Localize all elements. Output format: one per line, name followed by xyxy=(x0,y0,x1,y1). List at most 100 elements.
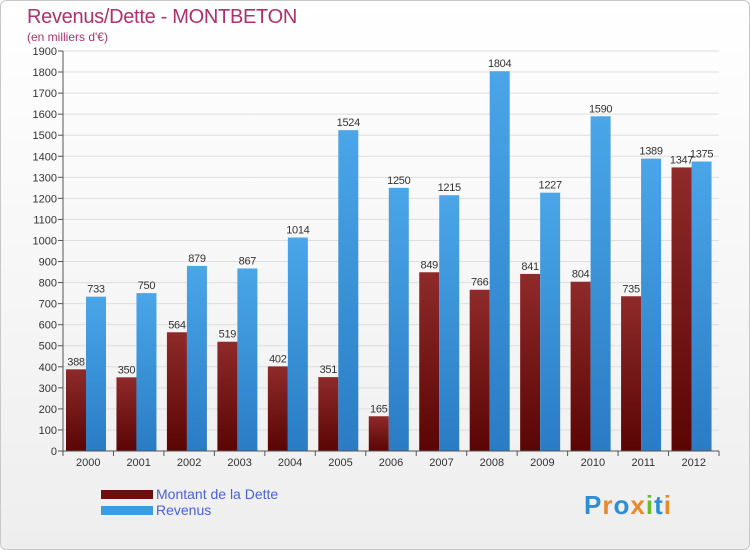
y-tick-label: 900 xyxy=(39,257,57,269)
logo-letter: o xyxy=(613,490,631,520)
logo-letter: t xyxy=(654,490,664,520)
data-label: 867 xyxy=(239,255,257,267)
data-label: 388 xyxy=(67,356,85,368)
bars xyxy=(66,71,712,452)
data-label: 519 xyxy=(219,329,237,341)
bar-revenus xyxy=(590,116,611,452)
y-tick-label: 1800 xyxy=(33,67,57,79)
bar-dette xyxy=(671,167,692,451)
bar-dette xyxy=(66,369,86,451)
y-tick-label: 200 xyxy=(39,404,57,416)
y-tick-label: 100 xyxy=(39,425,57,437)
bar-dette xyxy=(217,341,238,451)
y-tick-label: 300 xyxy=(39,383,57,395)
data-label: 1347 xyxy=(670,154,693,166)
x-tick-label: 2009 xyxy=(530,457,554,469)
x-tick-label: 2004 xyxy=(278,457,302,469)
bar-revenus xyxy=(489,71,510,452)
bar-revenus xyxy=(439,195,460,451)
bar-revenus xyxy=(540,192,561,451)
y-tick-label: 600 xyxy=(39,320,57,332)
x-tick-label: 2006 xyxy=(379,457,403,469)
data-label: 879 xyxy=(188,253,206,265)
logo-letter: i xyxy=(663,490,672,520)
bar-revenus xyxy=(388,187,409,451)
bar-dette xyxy=(621,296,642,451)
bar-revenus xyxy=(338,130,359,451)
data-labels: 388 733 350 750 564 879 519 867 402 1014 351 1524 16… xyxy=(67,58,713,415)
data-label: 733 xyxy=(87,284,105,296)
data-label: 351 xyxy=(320,364,338,376)
data-label: 564 xyxy=(168,319,186,331)
data-label: 804 xyxy=(572,269,590,281)
data-label: 735 xyxy=(622,283,640,295)
y-tick-label: 1600 xyxy=(33,109,57,121)
legend-swatch-revenus xyxy=(101,506,153,515)
bar-revenus xyxy=(86,296,106,451)
bar-revenus xyxy=(237,268,258,451)
legend-label-dette: Montant de la Dette xyxy=(156,486,279,502)
data-label: 1014 xyxy=(286,225,309,237)
data-label: 1215 xyxy=(438,182,461,194)
bar-revenus xyxy=(691,161,712,452)
x-tick-label: 2001 xyxy=(126,457,150,469)
data-label: 350 xyxy=(118,364,136,376)
data-label: 1804 xyxy=(488,58,511,70)
y-tick-label: 500 xyxy=(39,341,57,353)
bar-dette xyxy=(166,332,187,451)
x-tick-label: 2002 xyxy=(177,457,201,469)
y-tick-label: 1400 xyxy=(33,151,57,163)
bar-revenus xyxy=(136,293,157,451)
bar-dette xyxy=(570,281,591,451)
proxiti-logo: Proxiti xyxy=(584,490,672,521)
x-tick-label: 2003 xyxy=(227,457,251,469)
y-tick-label: 1900 xyxy=(33,46,57,58)
x-axis: 2000 2001 2002 2003 2004 2005 2006 2007 2008 2009… xyxy=(62,450,720,469)
data-label: 1250 xyxy=(387,175,410,187)
bar-revenus xyxy=(186,265,207,451)
y-tick-label: 0 xyxy=(51,446,57,458)
logo-letter: P xyxy=(584,490,603,520)
y-tick-label: 1500 xyxy=(33,130,57,142)
bar-dette xyxy=(318,377,339,451)
x-tick-label: 2007 xyxy=(429,457,453,469)
y-tick-label: 700 xyxy=(39,299,57,311)
y-tick-label: 1000 xyxy=(33,235,57,247)
chart-subtitle: (en milliers d'€) xyxy=(27,30,108,44)
chart-title: Revenus/Dette - MONTBETON xyxy=(27,6,297,28)
x-tick-label: 2005 xyxy=(328,457,352,469)
y-tick-label: 800 xyxy=(39,278,57,290)
data-label: 165 xyxy=(370,403,388,415)
y-tick-label: 400 xyxy=(39,362,57,374)
data-label: 402 xyxy=(269,353,287,365)
data-label: 841 xyxy=(521,261,539,273)
x-tick-label: 2012 xyxy=(682,457,706,469)
bar-dette xyxy=(267,366,288,451)
data-label: 750 xyxy=(138,280,156,292)
bar-dette xyxy=(469,289,490,451)
logo-letter: x xyxy=(630,490,646,520)
data-label: 1389 xyxy=(639,146,662,158)
data-label: 766 xyxy=(471,277,489,289)
x-tick-label: 2008 xyxy=(480,457,504,469)
bar-revenus xyxy=(287,237,308,451)
logo-letter: r xyxy=(602,490,614,520)
y-tick-label: 1700 xyxy=(33,88,57,100)
x-tick-label: 2011 xyxy=(631,457,655,469)
bar-dette xyxy=(520,273,541,451)
legend-label-revenus: Revenus xyxy=(156,502,212,518)
data-label: 1590 xyxy=(589,103,612,115)
logo-letter: i xyxy=(645,490,655,520)
y-tick-label: 1200 xyxy=(33,193,57,205)
bar-dette xyxy=(116,377,137,451)
bar-dette xyxy=(419,272,440,451)
x-tick-label: 2000 xyxy=(76,457,100,469)
y-axis: 0 100 200 300 400 500 600 700 800 900 1000 1100 1200… xyxy=(33,46,64,458)
bar-dette xyxy=(368,416,389,451)
y-tick-label: 1300 xyxy=(33,172,57,184)
bar-revenus xyxy=(641,158,662,451)
data-label: 1524 xyxy=(337,117,360,129)
x-tick-label: 2010 xyxy=(581,457,605,469)
data-label: 1227 xyxy=(539,180,562,192)
